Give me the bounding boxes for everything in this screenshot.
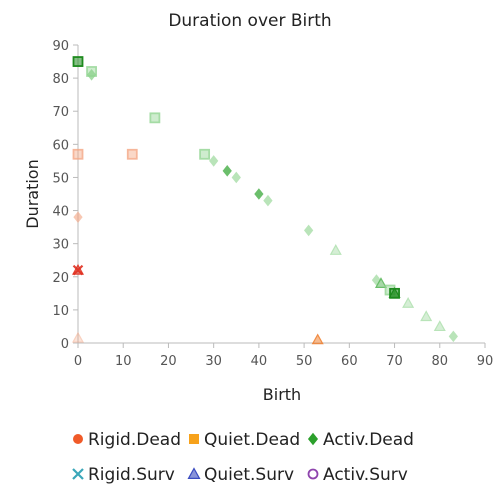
legend-marker [187,467,201,479]
data-point [263,194,273,207]
x-tick-label: 90 [477,354,494,369]
x-tick-label: 0 [74,354,82,369]
data-point [448,330,458,343]
legend-label: Quiet.Dead [204,430,300,450]
data-point [420,310,433,322]
y-tick-label: 10 [52,304,69,319]
data-point [72,264,84,276]
data-points [71,56,458,345]
data-point [72,148,84,160]
y-tick-label: 0 [61,337,69,352]
y-tick-label: 20 [52,271,69,286]
y-tick-label: 80 [52,72,69,87]
data-point [374,277,388,288]
data-point [231,171,241,184]
legend-label: Rigid.Surv [88,465,175,485]
data-point [311,333,324,345]
y-tick-label: 90 [52,39,69,54]
x-tick-label: 20 [160,354,177,369]
legend-marker [307,432,319,446]
legend-label: Quiet.Surv [204,465,294,485]
legend-item[interactable]: Quiet.Surv [187,465,295,485]
x-tick-label: 30 [205,354,222,369]
legend-marker [73,434,83,444]
legend-item[interactable]: Quiet.Dead [189,430,300,450]
data-point [126,148,138,160]
y-tick-label: 70 [52,105,69,120]
x-tick-label: 70 [386,354,403,369]
legend-label: Rigid.Dead [88,430,181,450]
legend-item[interactable]: Activ.Dead [307,430,414,450]
legend-item[interactable]: Rigid.Dead [73,430,181,450]
data-point [199,148,211,160]
axes: 0 10 20 30 40 50 60 70 80 90 0 10 20 30 40 50 60 70 80 90 [52,39,493,369]
legend-item[interactable]: Activ.Surv [307,465,408,485]
legend-item[interactable]: Rigid.Surv [72,465,175,485]
chart-title: Duration over Birth [168,11,331,31]
x-tick-label: 40 [251,354,268,369]
data-point [72,56,84,67]
data-point [71,331,85,343]
y-tick-label: 60 [52,138,69,153]
x-tick-label: 50 [296,354,313,369]
x-tick-label: 10 [115,354,132,369]
data-point [388,287,401,298]
data-point [86,68,97,81]
data-point [433,320,446,332]
data-point [303,224,314,237]
y-tick-label: 50 [52,171,69,186]
data-point [222,165,232,177]
data-point [329,244,342,255]
y-tick-label: 30 [52,238,69,253]
x-tick-label: 80 [432,354,449,369]
y-axis-title: Duration [23,159,42,229]
data-point [402,297,415,308]
legend-marker [72,468,84,480]
x-tick-label: 60 [341,354,358,369]
data-point [149,112,161,124]
legend-label: Activ.Surv [323,465,408,485]
legend: Rigid.Dead Quiet.Dead Activ.Dead Rigid.Surv… [72,430,414,485]
y-tick-label: 40 [52,205,69,220]
data-point [73,211,83,223]
data-point [209,155,219,167]
data-point [254,188,264,200]
legend-marker [307,468,319,480]
legend-marker [189,434,199,444]
x-axis-title: Birth [263,385,301,404]
legend-label: Activ.Dead [323,430,414,450]
